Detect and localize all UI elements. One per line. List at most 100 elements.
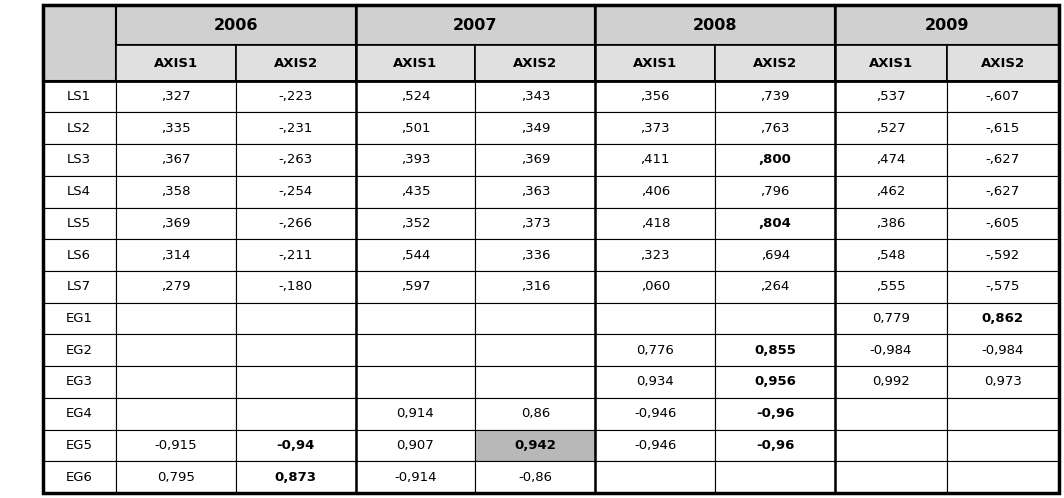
Text: ,739: ,739 [761,90,789,103]
Text: ,356: ,356 [641,90,670,103]
Bar [43,5,116,81]
Text: AXIS2: AXIS2 [273,57,318,70]
Text: ,597: ,597 [401,280,430,293]
Text: 2009: 2009 [925,18,969,33]
Text: ,279: ,279 [161,280,190,293]
Bar [947,45,1059,81]
Text: ,352: ,352 [401,217,430,230]
Text: -0,86: -0,86 [518,471,552,484]
Text: -,180: -,180 [279,280,313,293]
Bar [947,239,1059,271]
Bar [116,430,235,461]
Text: ,358: ,358 [161,185,190,198]
Text: -0,984: -0,984 [870,344,912,357]
Text: ,804: ,804 [759,217,792,230]
Bar [715,81,835,113]
Bar [476,176,596,208]
Text: ,314: ,314 [161,249,190,261]
Text: ,524: ,524 [401,90,430,103]
Bar [947,113,1059,144]
Text: 0,795: 0,795 [156,471,195,484]
Bar [355,45,476,81]
Text: EG5: EG5 [66,439,93,452]
Text: -0,946: -0,946 [634,439,677,452]
Bar [355,81,476,113]
Bar [596,176,715,208]
Text: -0,915: -0,915 [154,439,197,452]
Text: LS6: LS6 [67,249,92,261]
Text: -,615: -,615 [985,122,1020,135]
Bar [715,335,835,366]
Bar [596,335,715,366]
Bar [355,176,476,208]
Text: -0,914: -0,914 [395,471,436,484]
Text: LS5: LS5 [67,217,92,230]
Bar [476,144,596,176]
Bar [476,208,596,239]
Text: AXIS1: AXIS1 [153,57,198,70]
Text: ,418: ,418 [641,217,670,230]
Text: AXIS1: AXIS1 [633,57,678,70]
Bar [355,239,476,271]
Bar [235,208,355,239]
Bar [947,461,1059,493]
Text: ,367: ,367 [161,153,190,166]
Text: 0,934: 0,934 [636,375,675,388]
Text: -,607: -,607 [985,90,1020,103]
Text: -0,94: -0,94 [277,439,315,452]
Text: EG3: EG3 [66,375,93,388]
Bar [235,45,355,81]
Bar [596,113,715,144]
Bar [235,81,355,113]
Bar [715,271,835,303]
Text: ,386: ,386 [877,217,905,230]
Bar [43,144,116,176]
Text: ,796: ,796 [761,185,789,198]
Bar [596,366,715,398]
Bar [116,113,235,144]
Bar [947,335,1059,366]
Bar [835,271,947,303]
Text: -0,96: -0,96 [757,439,795,452]
Bar [355,208,476,239]
Bar [116,335,235,366]
Bar [355,113,476,144]
Bar [116,398,235,430]
Text: AXIS2: AXIS2 [981,57,1025,70]
Text: ,323: ,323 [641,249,670,261]
Text: LS1: LS1 [67,90,92,103]
Text: EG2: EG2 [66,344,93,357]
Text: ,369: ,369 [161,217,190,230]
Text: ,527: ,527 [877,122,905,135]
Bar [43,303,116,335]
Text: -,592: -,592 [985,249,1020,261]
Bar [835,303,947,335]
Text: AXIS1: AXIS1 [394,57,437,70]
Bar [596,144,715,176]
Bar [835,176,947,208]
Text: 0,914: 0,914 [397,407,434,420]
Bar [43,81,116,113]
Text: AXIS2: AXIS2 [513,57,558,70]
Bar [355,335,476,366]
Text: ,316: ,316 [520,280,550,293]
Text: EG4: EG4 [66,407,93,420]
Bar [596,239,715,271]
Text: -,223: -,223 [279,90,313,103]
Text: ,435: ,435 [401,185,430,198]
Text: ,363: ,363 [520,185,550,198]
Bar [835,461,947,493]
Bar [596,45,715,81]
Text: 2007: 2007 [453,18,498,33]
Bar [43,366,116,398]
Text: ,373: ,373 [520,217,550,230]
Bar [835,335,947,366]
Bar [355,144,476,176]
Text: -,211: -,211 [279,249,313,261]
Bar [476,239,596,271]
Text: 0,873: 0,873 [275,471,317,484]
Bar [116,176,235,208]
Bar [947,176,1059,208]
Text: 0,779: 0,779 [872,312,910,325]
Bar [835,398,947,430]
